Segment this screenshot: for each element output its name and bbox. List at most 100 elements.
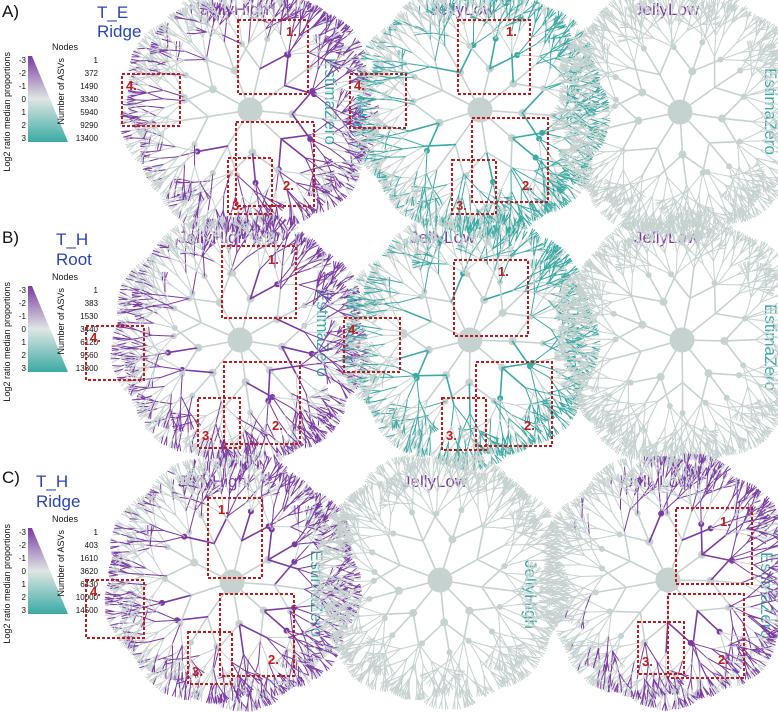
tree-branch: [344, 186, 350, 195]
tick: 10000: [75, 593, 98, 602]
tree-branch: [737, 144, 749, 165]
tree-branch: [175, 49, 178, 62]
tree-branch: [212, 0, 214, 6]
tree-branch: [159, 146, 177, 151]
tick: 9290: [80, 121, 98, 130]
tree-branch: [721, 117, 754, 123]
tick: 1490: [80, 82, 98, 91]
tree-branch: [409, 121, 441, 132]
tick: 3620: [80, 567, 98, 576]
tick: 2: [21, 121, 26, 130]
tick: 1: [93, 286, 98, 295]
tree-branch: [527, 8, 534, 20]
tree-branch: [406, 34, 421, 46]
tree-branch: [335, 89, 353, 92]
tree-branch: [347, 140, 360, 144]
tree-branch: [280, 138, 306, 159]
tree-branch: [313, 89, 337, 95]
tree-branch: [413, 103, 441, 124]
tree-branch: [334, 100, 352, 102]
tree-branch: [335, 82, 351, 91]
tree-branch: [557, 173, 567, 176]
tick: 1: [93, 528, 98, 537]
tree-branch: [259, 38, 269, 70]
tree-branch: [338, 173, 351, 176]
tree-branch: [132, 137, 145, 140]
tree-branch: [616, 169, 624, 185]
tree-branch: [236, 174, 254, 191]
side-label: EstimaZero: [321, 58, 340, 145]
tick: 403: [84, 541, 98, 550]
tree-branch: [377, 107, 394, 111]
tree-branch: [346, 183, 355, 189]
tree-branch: [338, 173, 350, 179]
tree-branch: [323, 155, 338, 166]
legend-nodes-title: Nodes: [52, 514, 79, 524]
tree-branch: [663, 176, 668, 200]
tree-branch: [210, 194, 217, 211]
tree-branch: [280, 133, 313, 140]
legend-nodes-title: Nodes: [52, 272, 79, 282]
tree-branch: [510, 137, 513, 170]
tree-branch: [399, 164, 411, 178]
tree-branch: [512, 63, 538, 85]
tree-branch: [454, 109, 481, 146]
tree-branch: [345, 69, 357, 75]
tree-branch: [311, 132, 334, 136]
tree-branch: [340, 63, 353, 67]
panel-title-line1: T_H: [56, 230, 89, 249]
tick: 1: [21, 580, 26, 589]
tree-branch: [425, 172, 433, 188]
tree-branch: [335, 179, 346, 188]
tree-branch: [286, 0, 289, 8]
tick: 3340: [80, 95, 98, 104]
tree-branch: [416, 150, 428, 172]
tree-branch: [549, 172, 562, 174]
tree-branch: [761, 140, 777, 148]
tree-branch: [346, 115, 355, 126]
tree-branch: [395, 156, 406, 171]
tree-branch: [345, 148, 356, 158]
tree-branch: [342, 158, 354, 164]
tree-branch: [469, 194, 471, 212]
tree-branch: [311, 121, 330, 136]
tree-branch: [622, 169, 625, 186]
tree-branch: [313, 93, 332, 109]
tick: 1610: [80, 554, 98, 563]
tree-branch: [214, 194, 225, 209]
tree-branch: [251, 151, 257, 184]
tree-branch: [702, 172, 710, 195]
tree-branch: [311, 134, 333, 143]
tree-branch: [755, 170, 765, 173]
tree-branch: [347, 50, 354, 58]
tree-branch: [194, 165, 200, 182]
tree-branch: [511, 137, 537, 159]
tick: 1: [93, 56, 98, 65]
tree-branch: [279, 6, 282, 20]
tree-branch: [205, 58, 214, 91]
tick: 2: [21, 593, 26, 602]
tree-branch: [533, 10, 536, 24]
tick: -1: [18, 82, 26, 91]
tick: 1: [21, 338, 26, 347]
tree-branch: [311, 82, 334, 92]
tree-branch: [334, 180, 337, 190]
tree-branch: [148, 156, 161, 159]
tree-branch: [336, 96, 341, 109]
tick: -1: [18, 312, 26, 321]
tree-branch: [120, 119, 130, 121]
tree-branch: [468, 45, 491, 70]
tree-branch: [326, 200, 329, 211]
legend-color-ticks: -3 -2 -1 0 1 2 3: [14, 284, 26, 375]
tick: 3: [21, 364, 26, 373]
tree-branch: [353, 110, 362, 117]
tick: 0: [21, 325, 26, 334]
tree-branch: [277, 138, 283, 171]
tree-branch: [241, 43, 261, 70]
tree-branch: [708, 140, 741, 144]
legend-wedge: [28, 528, 68, 614]
tree-branch: [516, 54, 540, 57]
tree-branch: [291, 113, 324, 120]
tree-branch: [322, 118, 342, 132]
tick: 3: [21, 134, 26, 143]
